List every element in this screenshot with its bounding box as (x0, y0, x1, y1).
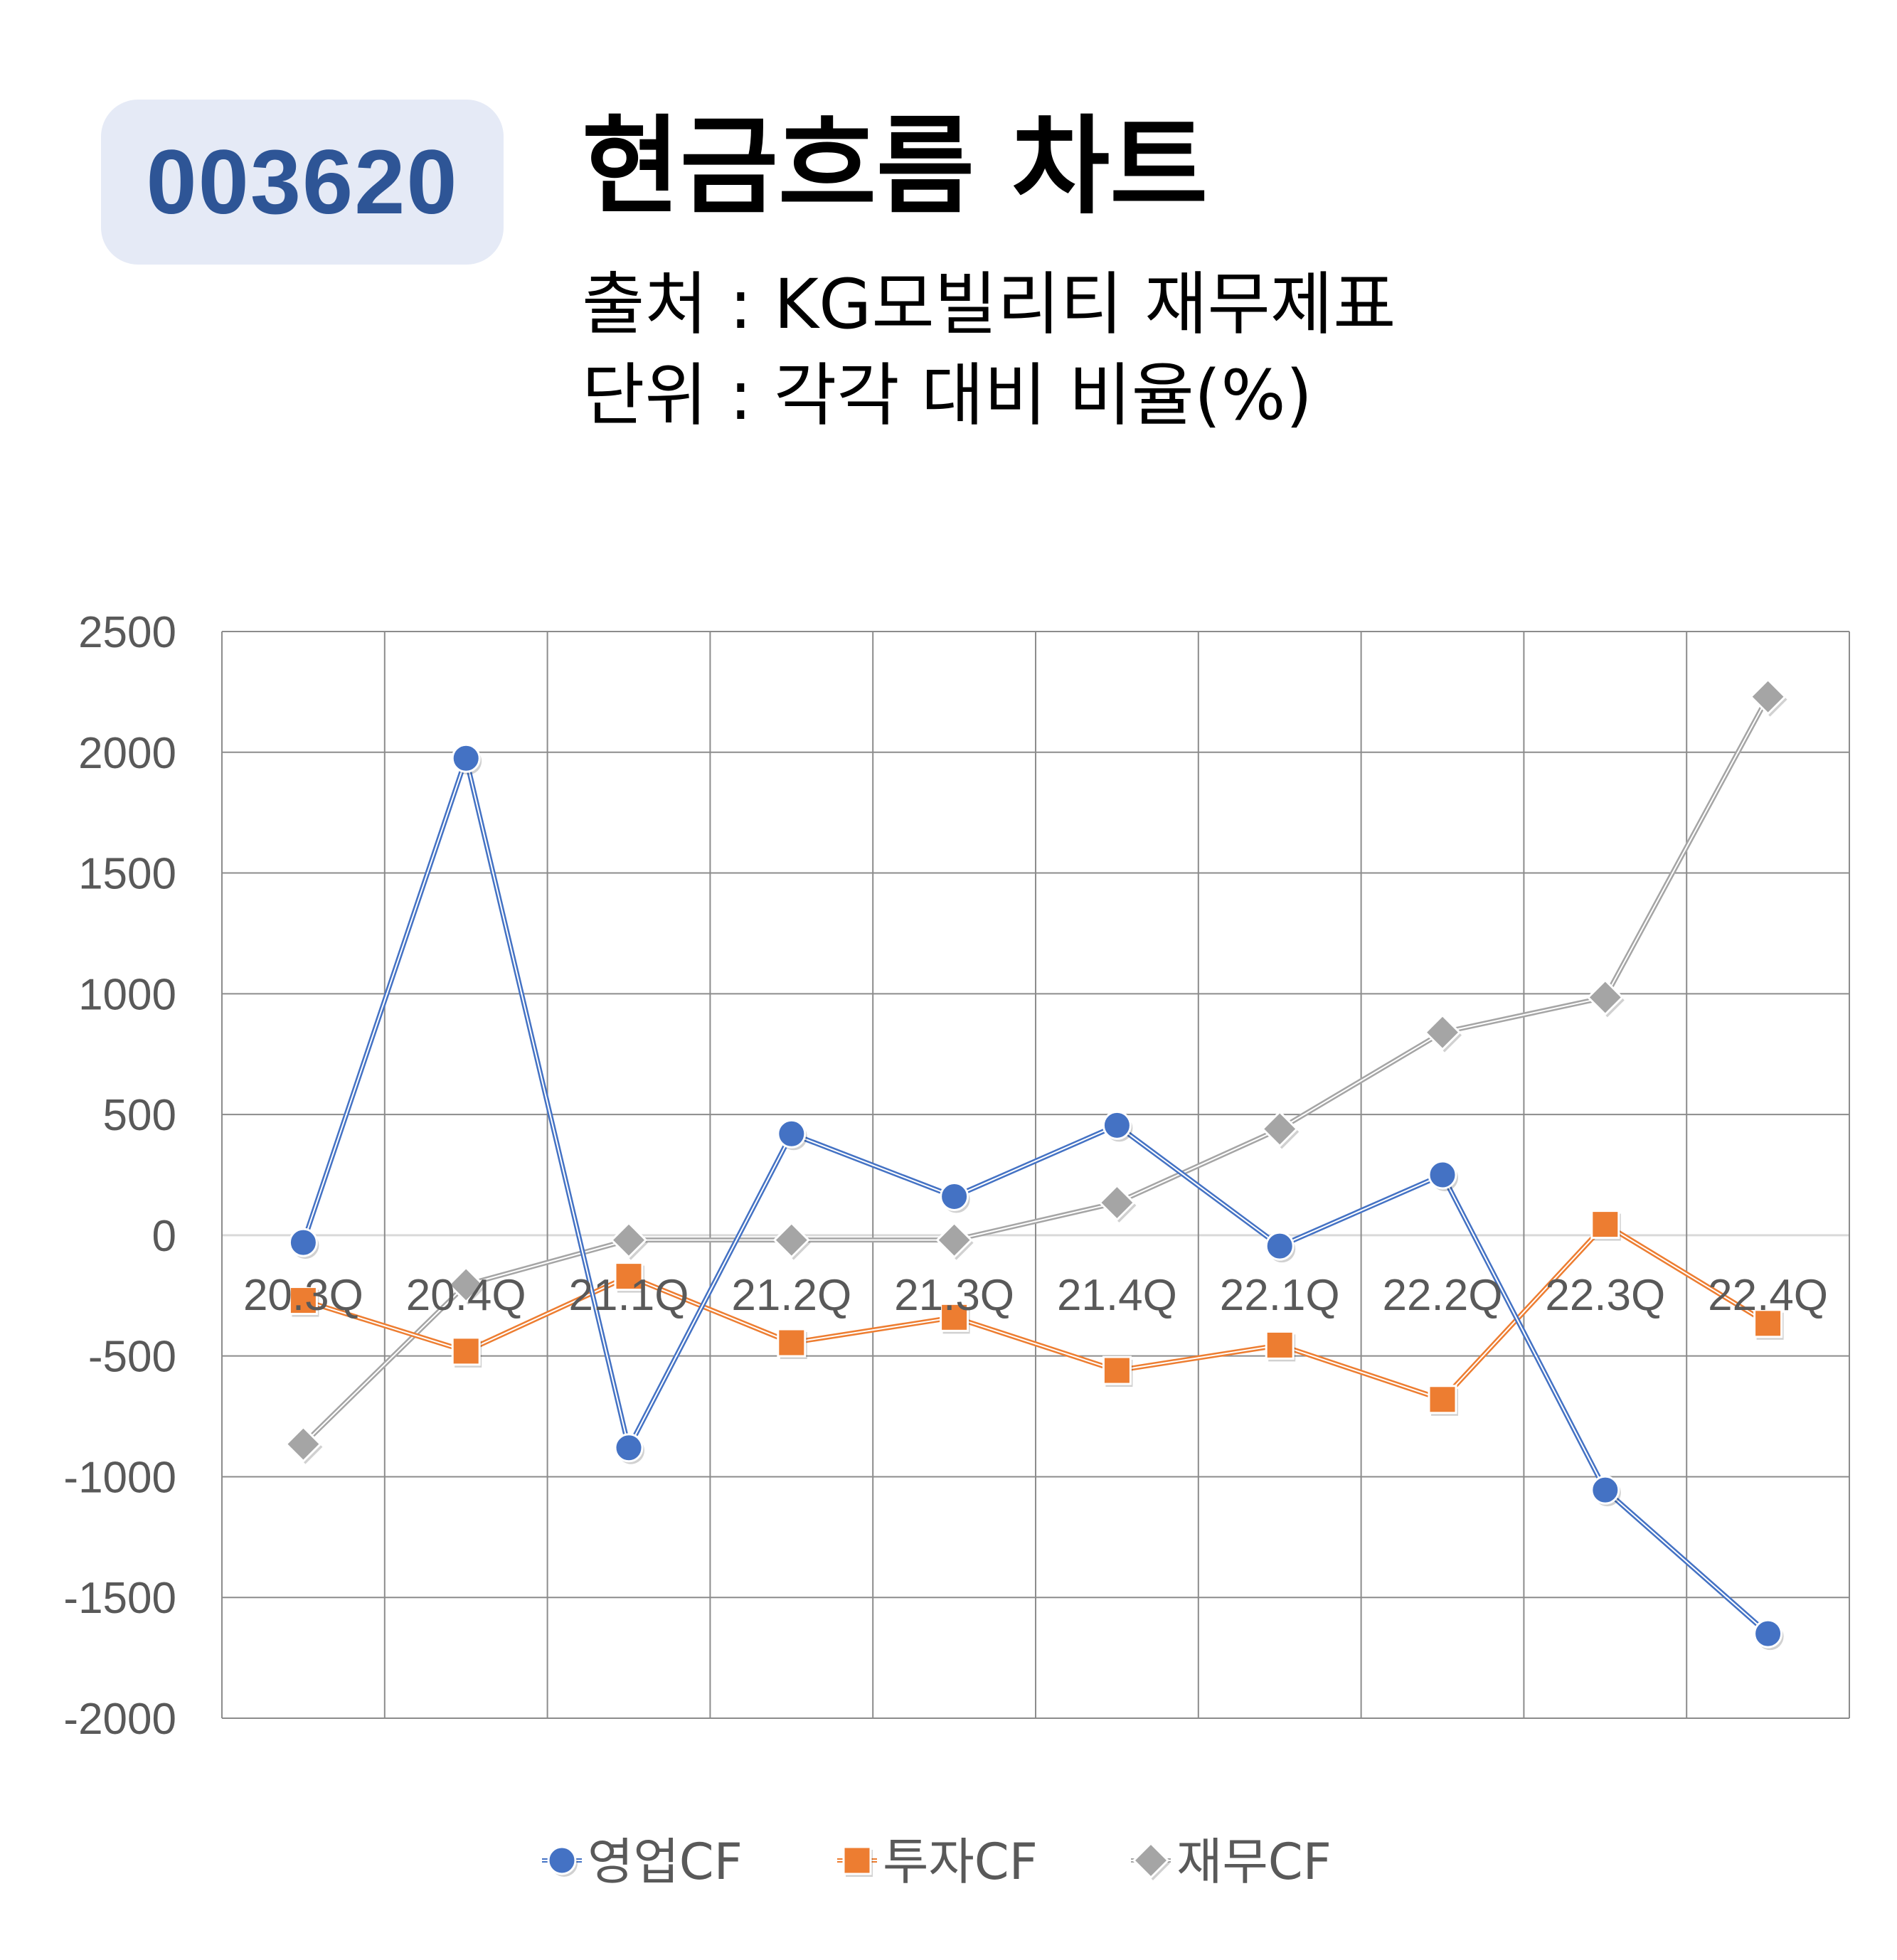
legend-label: 투자CF (883, 1833, 1038, 1891)
y-tick-label: -500 (88, 1333, 176, 1382)
series-line-inner (302, 755, 1769, 1634)
y-tick-label: -2000 (63, 1695, 176, 1744)
data-point (1590, 1210, 1621, 1241)
y-tick-label: 1500 (78, 850, 176, 899)
data-point (610, 1221, 648, 1260)
chart-title: 현금흐름 차트 (582, 105, 1208, 229)
data-point (447, 1266, 486, 1305)
grid-layer (221, 631, 1850, 1719)
data-point (1261, 1110, 1300, 1149)
x-tick-label: 22.3Q (1545, 1271, 1665, 1320)
legend: 영업CF 투자CF 재무CF (542, 1833, 1332, 1891)
x-tick-label: 20.4Q (406, 1271, 526, 1320)
data-point (1428, 1160, 1458, 1191)
unit-text: 단위 : 각각 대비 비율(%) (582, 356, 1313, 435)
data-point (288, 1286, 319, 1317)
y-tick-label: 500 (103, 1091, 176, 1140)
data-point (451, 1336, 482, 1368)
series-line-inner (302, 696, 1769, 1445)
y-tick-label: -1500 (63, 1574, 176, 1623)
x-tick-label: 21.2Q (731, 1271, 851, 1320)
y-tick-label: -1000 (63, 1453, 176, 1502)
data-point (1098, 1183, 1137, 1223)
y-tick-label: 2500 (78, 608, 176, 657)
series-layer (285, 678, 1787, 1651)
legend-label: 영업CF (588, 1833, 743, 1891)
legend-marker (547, 1846, 578, 1877)
data-point (1590, 1475, 1621, 1507)
data-point (614, 1262, 644, 1293)
data-point (1586, 979, 1625, 1018)
data-point (614, 1433, 644, 1464)
data-point (285, 1425, 323, 1464)
x-tick-label: 22.2Q (1383, 1271, 1503, 1320)
y-axis-ticks: 2500 2000 1500 1000 500 0 -500 -1000 -1500 -2000 (63, 608, 176, 1744)
legend-label: 재무CF (1176, 1833, 1332, 1891)
data-point (288, 1227, 319, 1259)
x-tick-label: 22.1Q (1220, 1271, 1340, 1320)
data-point (777, 1328, 807, 1359)
data-point (1749, 678, 1787, 717)
series-square (288, 1210, 1784, 1416)
y-tick-label: 1000 (78, 970, 176, 1019)
data-point (1265, 1330, 1296, 1362)
data-point (1102, 1356, 1133, 1388)
y-tick-label: 0 (152, 1212, 176, 1261)
data-point (1102, 1110, 1133, 1142)
legend-item: 재무CF (1131, 1833, 1332, 1891)
x-tick-label: 21.4Q (1057, 1271, 1177, 1320)
y-tick-label: 2000 (78, 729, 176, 778)
x-axis-ticks: 20.3Q 20.4Q 21.1Q 21.2Q 21.3Q 21.4Q 22.1Q 22.2Q… (243, 1271, 1828, 1320)
x-tick-label: 21.3Q (894, 1271, 1014, 1320)
ticker-badge: 003620 (101, 100, 504, 265)
series-line-inner (303, 1223, 1769, 1400)
x-tick-label: 21.1Q (569, 1271, 689, 1320)
data-point (1265, 1231, 1296, 1263)
ticker-code: 003620 (146, 131, 459, 233)
x-tick-label: 20.3Q (243, 1271, 363, 1320)
x-tick-label: 22.4Q (1708, 1271, 1828, 1320)
data-point (1753, 1619, 1784, 1651)
data-point (1423, 1013, 1462, 1053)
data-point (451, 743, 482, 775)
data-point (772, 1221, 811, 1260)
series-diamond (285, 678, 1787, 1464)
data-point (1428, 1385, 1458, 1416)
source-text: 출처 : KG모빌리티 재무제표 (582, 265, 1396, 344)
series-circle (288, 743, 1784, 1651)
legend-marker (1132, 1841, 1170, 1880)
data-point (777, 1119, 807, 1151)
data-point (935, 1221, 974, 1260)
data-point (940, 1182, 970, 1213)
legend-item: 영업CF (542, 1833, 743, 1891)
legend-marker (842, 1846, 873, 1877)
data-point (1753, 1309, 1784, 1340)
data-point (940, 1302, 970, 1334)
legend-item: 투자CF (837, 1833, 1038, 1891)
